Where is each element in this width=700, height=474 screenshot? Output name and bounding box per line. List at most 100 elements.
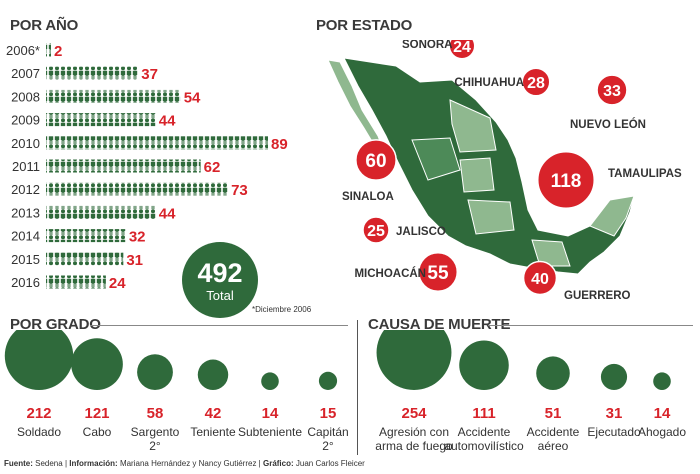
by-rank-rule [90,325,348,326]
info-label: Información: [69,459,118,468]
year-label: 2009 [11,113,40,128]
central-shape [467,199,515,235]
zacatecas-shape [459,157,495,193]
year-bar [46,43,51,57]
bubble [137,354,173,390]
year-label: 2016 [11,275,40,290]
year-bar [46,89,181,103]
state-value: 118 [551,171,582,192]
state-bubble [355,139,397,181]
state-bubble [537,151,595,209]
rank-chart: 212Soldado121Cabo58Sargento2°42Teniente1… [4,330,349,453]
bubble [653,372,671,390]
total-bubble: 492 Total [182,242,258,318]
year-chart: 2006* 2 2007 37 2008 54 2009 44 2010 89 2011 62 2012… [6,43,288,292]
state-bubble [417,251,459,293]
year-bar [46,252,124,266]
year-label: 2011 [12,159,40,174]
bubble-value: 111 [472,405,495,422]
bubble-label: aéreo [538,439,569,453]
graphic-label: Gráfico: [262,459,294,468]
bubble-value: 14 [654,405,671,422]
oaxaca-shape [531,239,571,267]
state-label: NUEVO LEÓN [570,118,646,131]
year-bar [46,275,106,289]
source-label: Fuente: [4,459,33,468]
year-bar [46,229,126,243]
total-label: Total [206,288,234,303]
year-value: 44 [159,113,176,130]
bubble-label: 2° [149,439,161,453]
bubble-label: Agresión con [379,425,449,439]
year-label: 2008 [11,89,40,104]
year-value: 89 [271,136,288,153]
bubble [318,371,338,390]
bubble-value: 51 [545,405,562,422]
source-value: Sedena [35,459,63,468]
state-label: MICHOACÁN [354,267,426,280]
bubble [536,356,570,390]
bubble-label: Soldado [17,425,61,439]
state-value: 25 [367,223,385,240]
total-circle [182,242,258,318]
year-value: 24 [109,275,126,292]
bubble-value: 15 [320,405,337,422]
year-label: 2013 [11,205,40,220]
year-value: 37 [141,66,158,83]
year-label: 2010 [11,136,40,151]
bubble-label: Ahogado [638,425,686,439]
year-value: 31 [126,252,143,269]
state-value: 28 [527,75,545,92]
state-label: GUERRERO [564,290,631,302]
bubble-label: 2° [322,439,334,453]
year-value: 44 [159,205,176,222]
state-value: 60 [365,151,386,172]
yucatan-shape [589,195,635,237]
bubble-label: arma de fuego [375,439,453,453]
state-label: SONORA [402,40,452,51]
bubble-label: Capitán [307,425,348,439]
bubble-label: Teniente [190,425,236,439]
bubble-value: 254 [401,405,427,422]
state-bubble [522,260,558,296]
state-bubble [362,216,390,244]
info-value: Mariana Hernández y Nancy Gutiérrez [119,459,257,468]
credits-footer: Fuente: Sedena | Información: Mariana He… [4,459,365,468]
bubble [4,330,74,390]
year-value: 73 [231,182,248,199]
bubble [71,338,123,390]
bubble [261,372,279,390]
by-year-title: POR AÑO [10,17,79,34]
state-value: 40 [531,271,549,288]
bubble [197,359,229,390]
state-label: SINALOA [342,191,394,203]
bubble-value: 14 [262,405,279,422]
bubble-value: 121 [84,405,109,422]
bubble-label: Sargento [131,425,180,439]
by-cause-rule [488,325,693,326]
year-label: 2012 [11,182,40,197]
bubble-label: automovilístico [444,439,524,453]
bubble-value: 31 [606,405,623,422]
year-value: 54 [184,89,201,106]
state-bubble [521,67,551,97]
bubble-label: Subteniente [238,425,302,439]
bubble-label: Cabo [83,425,112,439]
year-bar [46,113,156,127]
state-label: JALISCO [396,226,446,238]
state-value: 55 [427,263,449,284]
year-value: 32 [129,229,146,246]
year-label: 2014 [11,229,40,244]
state-label: CHIHUAHUA [454,77,524,89]
year-label: 2006* [6,43,40,58]
year-bar [46,136,268,150]
graphic-value: Juan Carlos Fleicer [295,459,365,468]
year-bar [46,182,229,196]
by-rank-title: POR GRADO [10,316,101,333]
section-divider [357,320,358,455]
state-bubble [596,74,628,106]
year-bar [46,159,201,173]
state-value: 33 [603,83,621,100]
